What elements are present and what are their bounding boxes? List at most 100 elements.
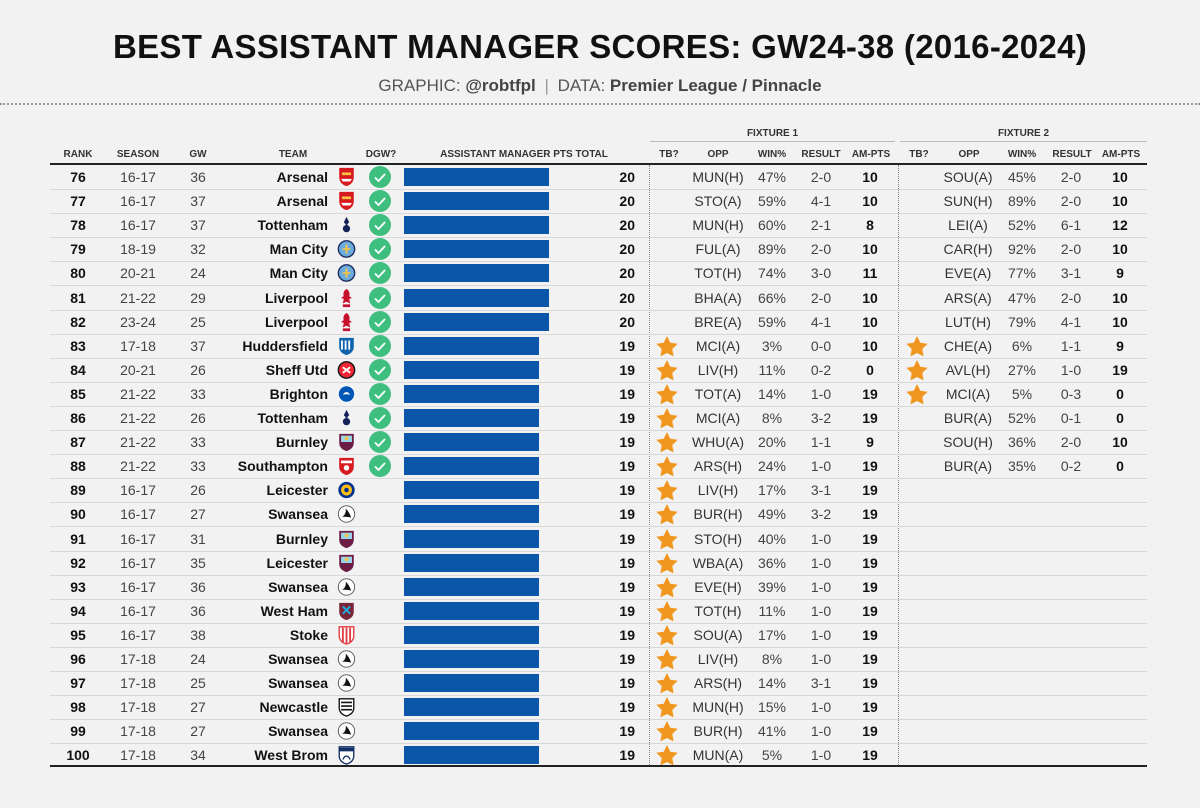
fixture2-result: 4-1	[1060, 313, 1082, 330]
fixture1-opponent: MUN(H)	[692, 217, 744, 234]
gw-cell: 25	[190, 675, 206, 692]
fixture2-opponent: EVE(A)	[944, 265, 992, 282]
fixture1-result: 1-1	[810, 434, 832, 451]
gw-cell: 36	[190, 578, 206, 595]
fixture1-am-pts: 19	[862, 578, 878, 595]
fixture2-am-pts: 10	[1112, 289, 1128, 306]
fixture1-opponent: MUN(A)	[692, 747, 744, 764]
total-bar	[404, 384, 539, 403]
col-f1-am: AM-PTS	[851, 149, 891, 160]
table-row: 81 21-22 29 Liverpool 20 BHA(A) 66% 2-0 10 ARS(A)…	[50, 286, 1147, 311]
season-cell: 23-24	[120, 313, 156, 330]
total-bar	[404, 312, 549, 331]
fixture1-am-pts: 10	[862, 193, 878, 210]
burnley-crest-icon	[337, 553, 356, 573]
fixture1-triple-bench-star-icon	[655, 552, 679, 574]
team-cell: Southampton	[237, 458, 328, 475]
rank-cell: 99	[70, 723, 86, 740]
gw-cell: 31	[190, 530, 206, 547]
gw-cell: 26	[190, 482, 206, 499]
table-row: 76 16-17 36 Arsenal 20 MUN(H) 47% 2-0 10 SOU(A) 45…	[50, 165, 1147, 190]
gw-cell: 29	[190, 289, 206, 306]
total-value: 19	[619, 410, 635, 426]
rank-cell: 84	[70, 361, 86, 378]
liverpool-crest-icon	[337, 288, 356, 308]
fixture1-win-pct: 49%	[757, 506, 787, 523]
gw-cell: 27	[190, 723, 206, 740]
fixture2-opponent: SUN(H)	[943, 193, 993, 210]
team-cell: Leicester	[266, 482, 328, 499]
fixture1-opponent: LIV(H)	[697, 361, 739, 378]
fixture2-opponent: SOU(H)	[943, 434, 993, 451]
fixture1-am-pts: 0	[866, 361, 874, 378]
fixture2-triple-bench-star-icon	[905, 383, 929, 405]
total-value: 19	[619, 385, 635, 402]
table-row: 79 18-19 32 Man City 20 FUL(A) 89% 2-0 10 CAR(H) 9…	[50, 237, 1147, 263]
team-cell: West Brom	[254, 747, 328, 764]
total-value: 20	[619, 169, 635, 185]
table-row: 93 16-17 36 Swansea 19 EVE(H) 39% 1-0 19	[50, 575, 1147, 600]
total-bar	[404, 674, 539, 693]
team-cell: Brighton	[269, 385, 328, 402]
total-value: 19	[619, 578, 635, 595]
fixture1-result: 4-1	[810, 193, 832, 210]
fixture1-am-pts: 19	[862, 626, 878, 643]
col-gw: GW	[189, 149, 207, 160]
west-brom-crest-icon	[337, 745, 356, 766]
brighton-crest-icon	[337, 384, 356, 404]
double-gameweek-check-icon	[369, 262, 391, 285]
table-row: 98 17-18 27 Newcastle 19 MUN(H) 15% 1-0 19	[50, 695, 1147, 721]
double-gameweek-check-icon	[369, 214, 391, 237]
double-gameweek-check-icon	[369, 455, 391, 478]
rank-cell: 91	[70, 530, 86, 547]
col-rank: RANK	[63, 149, 93, 160]
team-cell: Tottenham	[257, 410, 328, 426]
season-cell: 20-21	[120, 361, 156, 378]
gw-cell: 32	[190, 241, 206, 258]
fixture2-win-pct: 27%	[1007, 361, 1037, 378]
fixture1-result: 1-0	[810, 747, 832, 764]
total-value: 20	[619, 241, 635, 258]
rank-cell: 78	[70, 217, 86, 234]
gw-cell: 33	[190, 434, 206, 451]
swansea-crest-icon	[337, 504, 356, 524]
total-bar	[404, 577, 539, 596]
team-cell: Newcastle	[259, 699, 328, 716]
gw-cell: 36	[190, 602, 206, 619]
total-bar	[404, 481, 539, 500]
total-value: 20	[619, 313, 635, 330]
fixture2-am-pts: 0	[1116, 410, 1124, 426]
fixture1-result: 3-0	[810, 265, 832, 282]
fixture2-win-pct: 77%	[1007, 265, 1037, 282]
rank-cell: 76	[70, 169, 86, 185]
fixture1-win-pct: 17%	[757, 482, 787, 499]
fixture1-win-pct: 74%	[757, 265, 787, 282]
table-row: 95 16-17 38 Stoke 19 SOU(A) 17% 1-0 19	[50, 623, 1147, 648]
fixture2-win-pct: 92%	[1007, 241, 1037, 258]
total-bar	[404, 650, 539, 668]
fixture2-result: 3-1	[1060, 265, 1082, 282]
total-value: 19	[619, 651, 635, 667]
gw-cell: 27	[190, 699, 206, 716]
sheff-utd-crest-icon	[337, 360, 356, 380]
fixture2-result: 2-0	[1060, 169, 1082, 185]
season-cell: 21-22	[120, 434, 156, 451]
fixture1-am-pts: 19	[862, 385, 878, 402]
gw-cell: 24	[190, 651, 206, 667]
fixture2-opponent: SOU(A)	[943, 169, 993, 185]
table-row: 92 16-17 35 Leicester 19 WBA(A) 36% 1-0 19	[50, 551, 1147, 576]
rank-cell: 90	[70, 506, 86, 523]
fixture2-opponent: BUR(A)	[943, 458, 993, 475]
rank-cell: 85	[70, 385, 86, 402]
fixture2-opponent: CHE(A)	[943, 337, 993, 354]
rank-cell: 95	[70, 626, 86, 643]
team-cell: Tottenham	[257, 217, 328, 234]
fixture1-am-pts: 19	[862, 651, 878, 667]
col-f2-am: AM-PTS	[1101, 149, 1141, 160]
rank-cell: 86	[70, 410, 86, 426]
season-cell: 17-18	[120, 337, 156, 354]
rank-cell: 92	[70, 554, 86, 571]
fixture2-win-pct: 6%	[1011, 337, 1033, 354]
fixture1-opponent: MUN(H)	[692, 699, 744, 716]
fixture1-am-pts: 8	[866, 217, 874, 234]
